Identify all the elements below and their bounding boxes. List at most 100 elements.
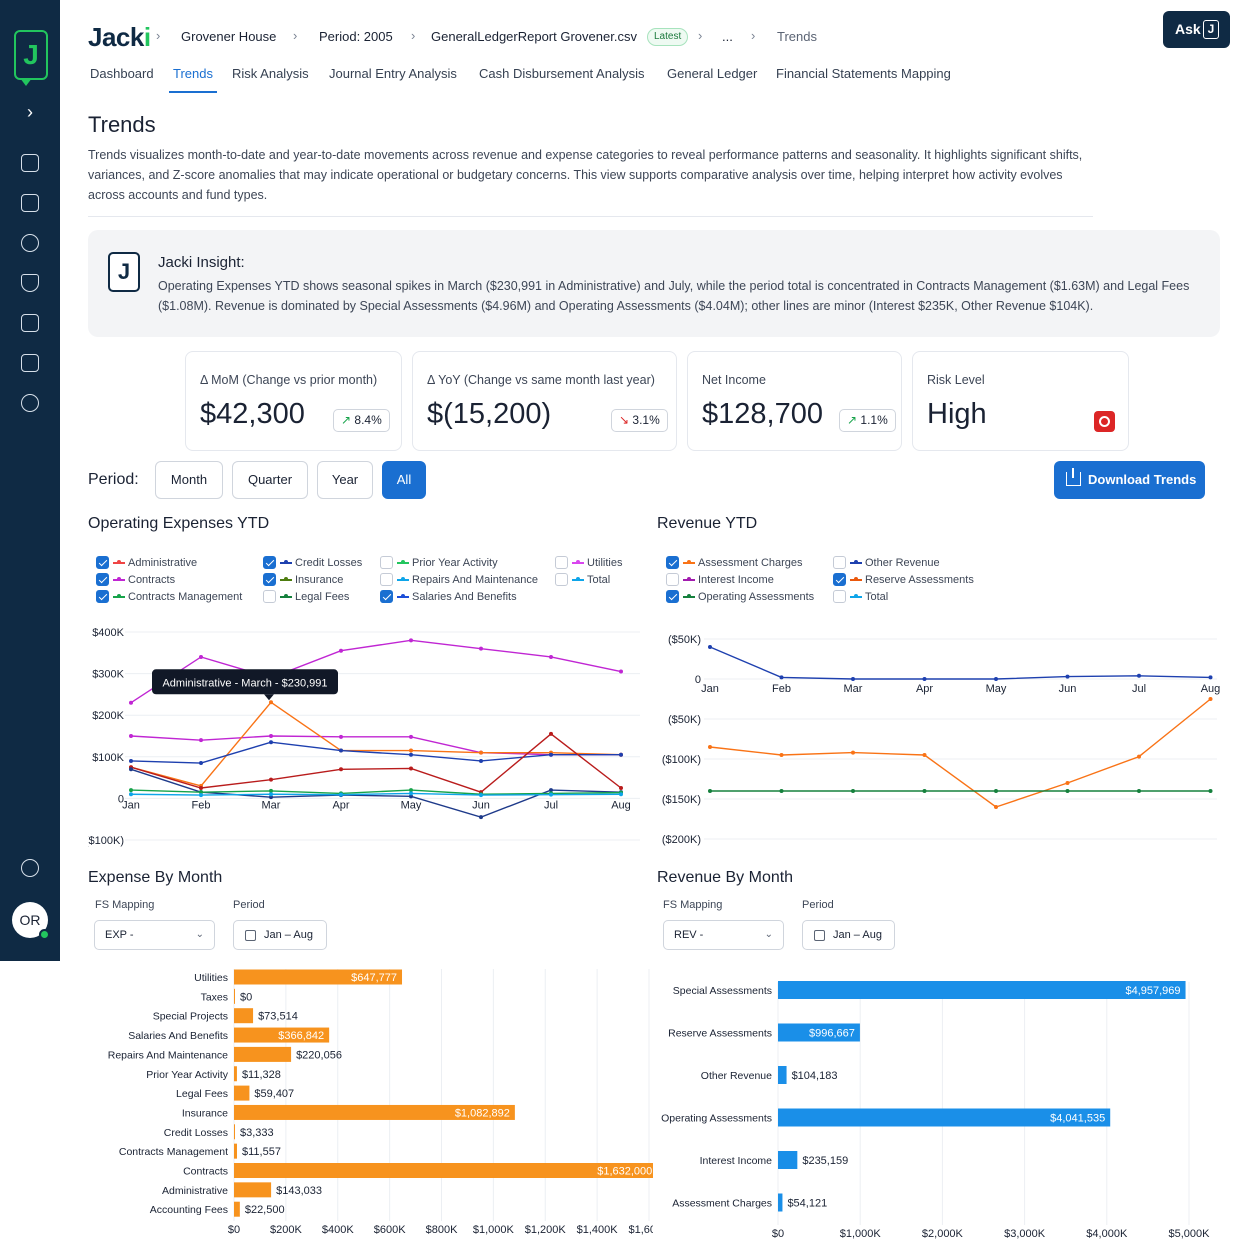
data-point[interactable] — [199, 790, 203, 795]
bar[interactable] — [234, 1085, 250, 1101]
tab-financial-statements-mapping[interactable]: Financial Statements Mapping — [776, 66, 951, 81]
ask-jacki-button[interactable]: Ask J — [1163, 11, 1230, 48]
tab-trends[interactable]: Trends — [173, 66, 213, 81]
legend-checkbox[interactable] — [263, 573, 276, 586]
brand-logo[interactable]: Jacki — [88, 22, 151, 53]
breadcrumb-file[interactable]: GeneralLedgerReport Grovener.csv — [431, 29, 637, 44]
document-icon[interactable] — [21, 194, 39, 212]
bar[interactable] — [234, 988, 235, 1004]
tab-dashboard[interactable]: Dashboard — [90, 66, 154, 81]
database-icon[interactable] — [21, 394, 39, 412]
legend-item[interactable]: Legal Fees — [263, 590, 349, 604]
legend-checkbox[interactable] — [833, 590, 846, 603]
data-point[interactable] — [1208, 789, 1213, 793]
data-point[interactable] — [129, 792, 133, 797]
bar[interactable] — [234, 1066, 237, 1082]
bar[interactable] — [234, 1124, 235, 1140]
bar[interactable] — [234, 1008, 254, 1024]
legend-item[interactable]: Total — [833, 590, 888, 604]
legend-checkbox[interactable] — [666, 556, 679, 569]
data-point[interactable] — [409, 752, 413, 757]
data-point[interactable] — [339, 748, 343, 753]
data-point[interactable] — [269, 777, 273, 782]
data-point[interactable] — [619, 792, 623, 797]
data-point[interactable] — [479, 758, 483, 763]
bar[interactable] — [778, 1193, 783, 1212]
data-point[interactable] — [851, 750, 855, 755]
data-point[interactable] — [1208, 675, 1213, 680]
legend-checkbox[interactable] — [380, 590, 393, 603]
data-point[interactable] — [779, 789, 784, 793]
data-point[interactable] — [994, 805, 998, 809]
period-month-button[interactable]: Month — [155, 461, 223, 499]
series-line[interactable] — [130, 733, 622, 793]
tab-general-ledger[interactable]: General Ledger — [667, 66, 758, 81]
data-point[interactable] — [1065, 789, 1070, 793]
data-point[interactable] — [1065, 781, 1070, 785]
legend-item[interactable]: Contracts — [96, 573, 175, 587]
data-point[interactable] — [199, 761, 203, 766]
bar[interactable] — [234, 1163, 653, 1178]
data-point[interactable] — [409, 734, 413, 739]
legend-checkbox[interactable] — [263, 556, 276, 569]
series-line[interactable] — [130, 741, 621, 764]
cash-icon[interactable] — [21, 354, 39, 372]
legend-item[interactable]: Repairs And Maintenance — [380, 573, 538, 587]
bar[interactable] — [778, 981, 1186, 999]
legend-item[interactable]: Utilities — [555, 556, 622, 570]
period-quarter-button[interactable]: Quarter — [232, 461, 308, 499]
series-line[interactable] — [709, 698, 1211, 808]
data-point[interactable] — [199, 654, 203, 659]
legend-item[interactable]: Assessment Charges — [666, 556, 803, 570]
legend-checkbox[interactable] — [96, 590, 109, 603]
avatar[interactable]: OR — [12, 902, 48, 938]
legend-checkbox[interactable] — [96, 556, 109, 569]
data-point[interactable] — [269, 734, 273, 738]
series-line[interactable] — [130, 789, 622, 795]
data-point[interactable] — [779, 675, 784, 680]
data-point[interactable] — [549, 788, 553, 793]
tab-risk-analysis[interactable]: Risk Analysis — [232, 66, 309, 81]
breadcrumb-period[interactable]: Period: 2005 — [319, 29, 393, 44]
data-point[interactable] — [549, 654, 553, 659]
data-point[interactable] — [409, 638, 413, 643]
data-point[interactable] — [851, 677, 855, 681]
data-point[interactable] — [339, 792, 343, 797]
data-point[interactable] — [1137, 754, 1141, 759]
data-point[interactable] — [1208, 697, 1213, 701]
data-point[interactable] — [269, 700, 273, 705]
legend-item[interactable]: Operating Assessments — [666, 590, 814, 604]
data-point[interactable] — [339, 767, 343, 772]
data-point[interactable] — [129, 767, 133, 772]
data-point[interactable] — [479, 793, 483, 798]
revenue-period-select[interactable]: Jan – Aug — [802, 920, 895, 950]
data-point[interactable] — [339, 648, 343, 653]
data-point[interactable] — [199, 793, 203, 798]
expand-sidebar-chevron-icon[interactable]: › — [27, 102, 33, 122]
legend-item[interactable]: Other Revenue — [833, 556, 940, 570]
app-logo[interactable]: J — [14, 30, 48, 86]
data-point[interactable] — [269, 792, 273, 797]
legend-checkbox[interactable] — [555, 556, 568, 569]
search-document-icon[interactable] — [21, 314, 39, 332]
data-point[interactable] — [269, 788, 273, 793]
data-point[interactable] — [851, 789, 855, 793]
download-trends-button[interactable]: Download Trends — [1054, 461, 1205, 499]
data-point[interactable] — [619, 752, 623, 757]
data-point[interactable] — [479, 646, 483, 651]
series-line[interactable] — [130, 792, 622, 796]
revenue-fs-mapping-select[interactable]: REV - ⌄ — [663, 920, 784, 950]
series-line[interactable] — [130, 639, 622, 704]
clock-icon[interactable] — [21, 234, 39, 252]
legend-item[interactable]: Reserve Assessments — [833, 573, 974, 587]
data-point[interactable] — [129, 700, 133, 705]
data-point[interactable] — [994, 677, 998, 681]
bar[interactable] — [234, 1046, 292, 1062]
data-point[interactable] — [619, 786, 623, 790]
legend-checkbox[interactable] — [96, 573, 109, 586]
bar[interactable] — [778, 1066, 787, 1084]
data-point[interactable] — [1137, 673, 1141, 678]
expense-period-select[interactable]: Jan – Aug — [233, 920, 327, 950]
bar[interactable] — [234, 1201, 240, 1217]
series-line[interactable] — [130, 701, 622, 787]
